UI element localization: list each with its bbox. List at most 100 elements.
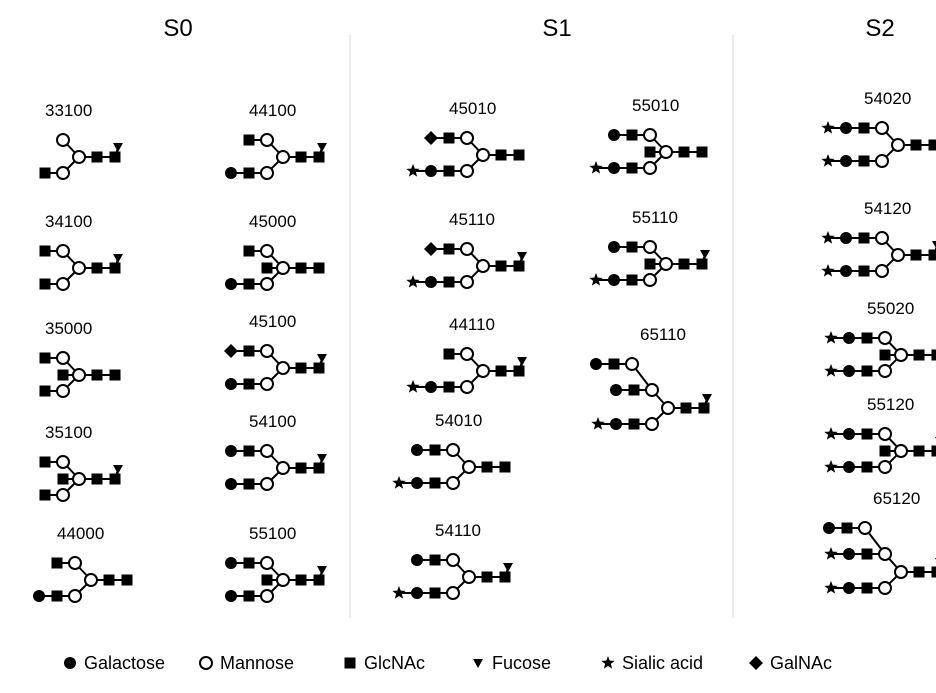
glcnac-icon — [862, 429, 873, 440]
sialic-acid-icon — [392, 586, 405, 599]
sialic-acid-icon — [824, 547, 837, 560]
galactose-icon — [33, 590, 45, 602]
galactose-icon — [608, 129, 620, 141]
sialic-acid-icon — [601, 656, 614, 669]
glcnac-icon — [699, 403, 710, 414]
glycan-54020: 54020 — [821, 89, 936, 167]
glcnac-icon — [58, 370, 69, 381]
mannose-icon — [646, 418, 658, 430]
glycan-45100: 45100 — [224, 312, 327, 390]
glcnac-icon — [244, 135, 255, 146]
glcnac-icon — [296, 263, 307, 274]
glcnac-icon — [929, 250, 936, 261]
mannose-icon — [644, 274, 656, 286]
glcnac-icon — [110, 152, 121, 163]
glcnac-icon — [110, 263, 121, 274]
glycan-label: 45100 — [249, 312, 296, 331]
mannose-icon — [57, 352, 69, 364]
glcnac-icon — [92, 370, 103, 381]
galnac-icon — [749, 656, 763, 670]
mannose-icon — [261, 378, 273, 390]
glycan-65110: 65110 — [590, 325, 712, 430]
mannose-icon — [69, 590, 81, 602]
mannose-icon — [895, 349, 907, 361]
sialic-acid-icon — [824, 427, 837, 440]
galactose-icon — [225, 557, 237, 569]
glcnac-icon — [58, 474, 69, 485]
legend-item-fucose: Fucose — [473, 653, 551, 673]
mannose-icon — [57, 489, 69, 501]
glycan-label: 35000 — [45, 319, 92, 338]
fucose-icon — [317, 354, 327, 363]
glcnac-icon — [40, 168, 51, 179]
glycan-65120: 65120 — [823, 489, 936, 594]
mannose-icon — [261, 245, 273, 257]
galactose-icon — [843, 332, 855, 344]
mannose-icon — [879, 548, 891, 560]
mannose-icon — [277, 262, 289, 274]
galactose-icon — [64, 657, 76, 669]
mannose-icon — [461, 276, 473, 288]
glcnac-icon — [262, 575, 273, 586]
glycan-55110: 55110 — [589, 208, 710, 286]
mannose-icon — [57, 134, 69, 146]
glcnac-icon — [514, 261, 525, 272]
galactose-icon — [411, 554, 423, 566]
column-title: S2 — [865, 15, 894, 42]
glycan-label: 34100 — [45, 212, 92, 231]
mannose-icon — [57, 456, 69, 468]
fucose-icon — [113, 254, 123, 263]
galactose-icon — [225, 478, 237, 490]
column-title: S1 — [542, 15, 571, 42]
glcnac-icon — [862, 462, 873, 473]
glycan-label: 54110 — [435, 521, 481, 540]
glycan-54120: 54120 — [821, 199, 936, 277]
glcnac-icon — [679, 147, 690, 158]
glcnac-icon — [430, 445, 441, 456]
fucose-icon — [700, 250, 710, 259]
glcnac-icon — [444, 382, 455, 393]
mannose-icon — [463, 461, 475, 473]
glcnac-icon — [40, 490, 51, 501]
glycan-label: 54020 — [864, 89, 911, 108]
mannose-icon — [463, 571, 475, 583]
mannose-icon — [277, 574, 289, 586]
mannose-icon — [477, 260, 489, 272]
glycan-45110: 45110 — [406, 210, 527, 288]
mannose-icon — [261, 134, 273, 146]
glcnac-icon — [345, 658, 356, 669]
glcnac-icon — [314, 463, 325, 474]
glcnac-icon — [862, 366, 873, 377]
mannose-icon — [261, 278, 273, 290]
glcnac-icon — [500, 572, 511, 583]
sialic-acid-icon — [591, 417, 604, 430]
glcnac-icon — [496, 150, 507, 161]
legend-label: GalNAc — [770, 653, 832, 673]
mannose-icon — [277, 362, 289, 374]
glycan-label: 54100 — [249, 412, 296, 431]
glcnac-icon — [609, 359, 620, 370]
glcnac-icon — [314, 363, 325, 374]
mannose-icon — [461, 165, 473, 177]
mannose-icon — [644, 129, 656, 141]
galactose-icon — [608, 241, 620, 253]
mannose-icon — [895, 445, 907, 457]
glcnac-icon — [92, 263, 103, 274]
glycan-55120: 55120 — [824, 395, 936, 473]
mannose-icon — [876, 155, 888, 167]
glcnac-icon — [645, 147, 656, 158]
mannose-icon — [447, 554, 459, 566]
mannose-icon — [73, 473, 85, 485]
glycan-label: 54120 — [864, 199, 911, 218]
glycan-55020: 55020 — [824, 299, 936, 377]
glcnac-icon — [122, 575, 133, 586]
legend-item-mannose: Mannose — [200, 653, 294, 673]
glcnac-icon — [244, 346, 255, 357]
fucose-icon — [517, 252, 527, 261]
glcnac-icon — [697, 259, 708, 270]
glycan-label: 44100 — [249, 101, 296, 120]
glcnac-icon — [244, 446, 255, 457]
glycan-label: 55020 — [867, 299, 914, 318]
